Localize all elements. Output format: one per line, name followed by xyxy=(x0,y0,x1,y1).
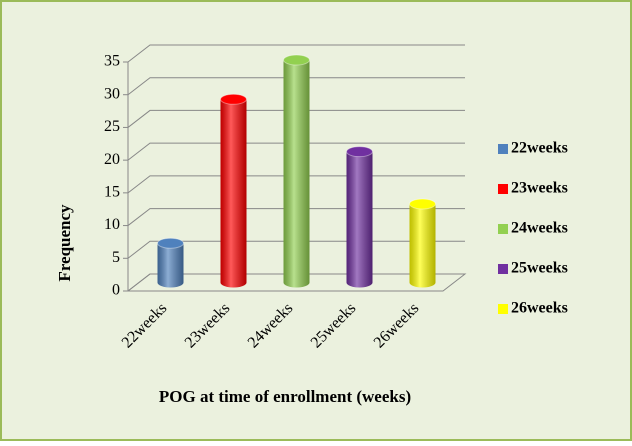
y-axis-title: Frequency xyxy=(55,204,74,282)
legend-swatch xyxy=(498,184,508,194)
legend-label: 22weeks xyxy=(511,140,568,157)
y-tick-label: 15 xyxy=(104,184,120,201)
y-tick-label: 30 xyxy=(104,85,120,102)
y-tick-label: 20 xyxy=(104,151,120,168)
grid-line xyxy=(127,77,465,96)
bar-top xyxy=(346,146,373,158)
bar-top xyxy=(283,54,310,66)
y-tick-label: 0 xyxy=(112,282,120,299)
legend-label: 26weeks xyxy=(511,300,568,317)
grid-line xyxy=(127,109,465,128)
bar-shading xyxy=(157,243,184,288)
legend-label: 24weeks xyxy=(511,220,568,237)
y-tick-label: 5 xyxy=(112,249,120,266)
legend-label: 23weeks xyxy=(511,180,568,197)
y-tick-label: 25 xyxy=(104,118,120,135)
y-tick-label: 35 xyxy=(104,53,120,70)
bar-shading xyxy=(409,203,436,288)
grid-line xyxy=(127,142,465,161)
legend-swatch xyxy=(498,224,508,234)
y-tick-label: 10 xyxy=(104,216,120,233)
grid-line xyxy=(127,44,465,63)
legend-swatch xyxy=(498,144,508,154)
x-axis-title: POG at time of enrollment (weeks) xyxy=(159,387,411,406)
bar-top xyxy=(220,93,247,105)
bar-shading xyxy=(283,60,310,288)
bar-top xyxy=(157,237,184,249)
bar-shading xyxy=(220,99,247,288)
bar-shading xyxy=(346,151,373,288)
bar-top xyxy=(409,198,436,210)
legend-label: 25weeks xyxy=(511,260,568,277)
legend-swatch xyxy=(498,264,508,274)
legend-swatch xyxy=(498,304,508,314)
